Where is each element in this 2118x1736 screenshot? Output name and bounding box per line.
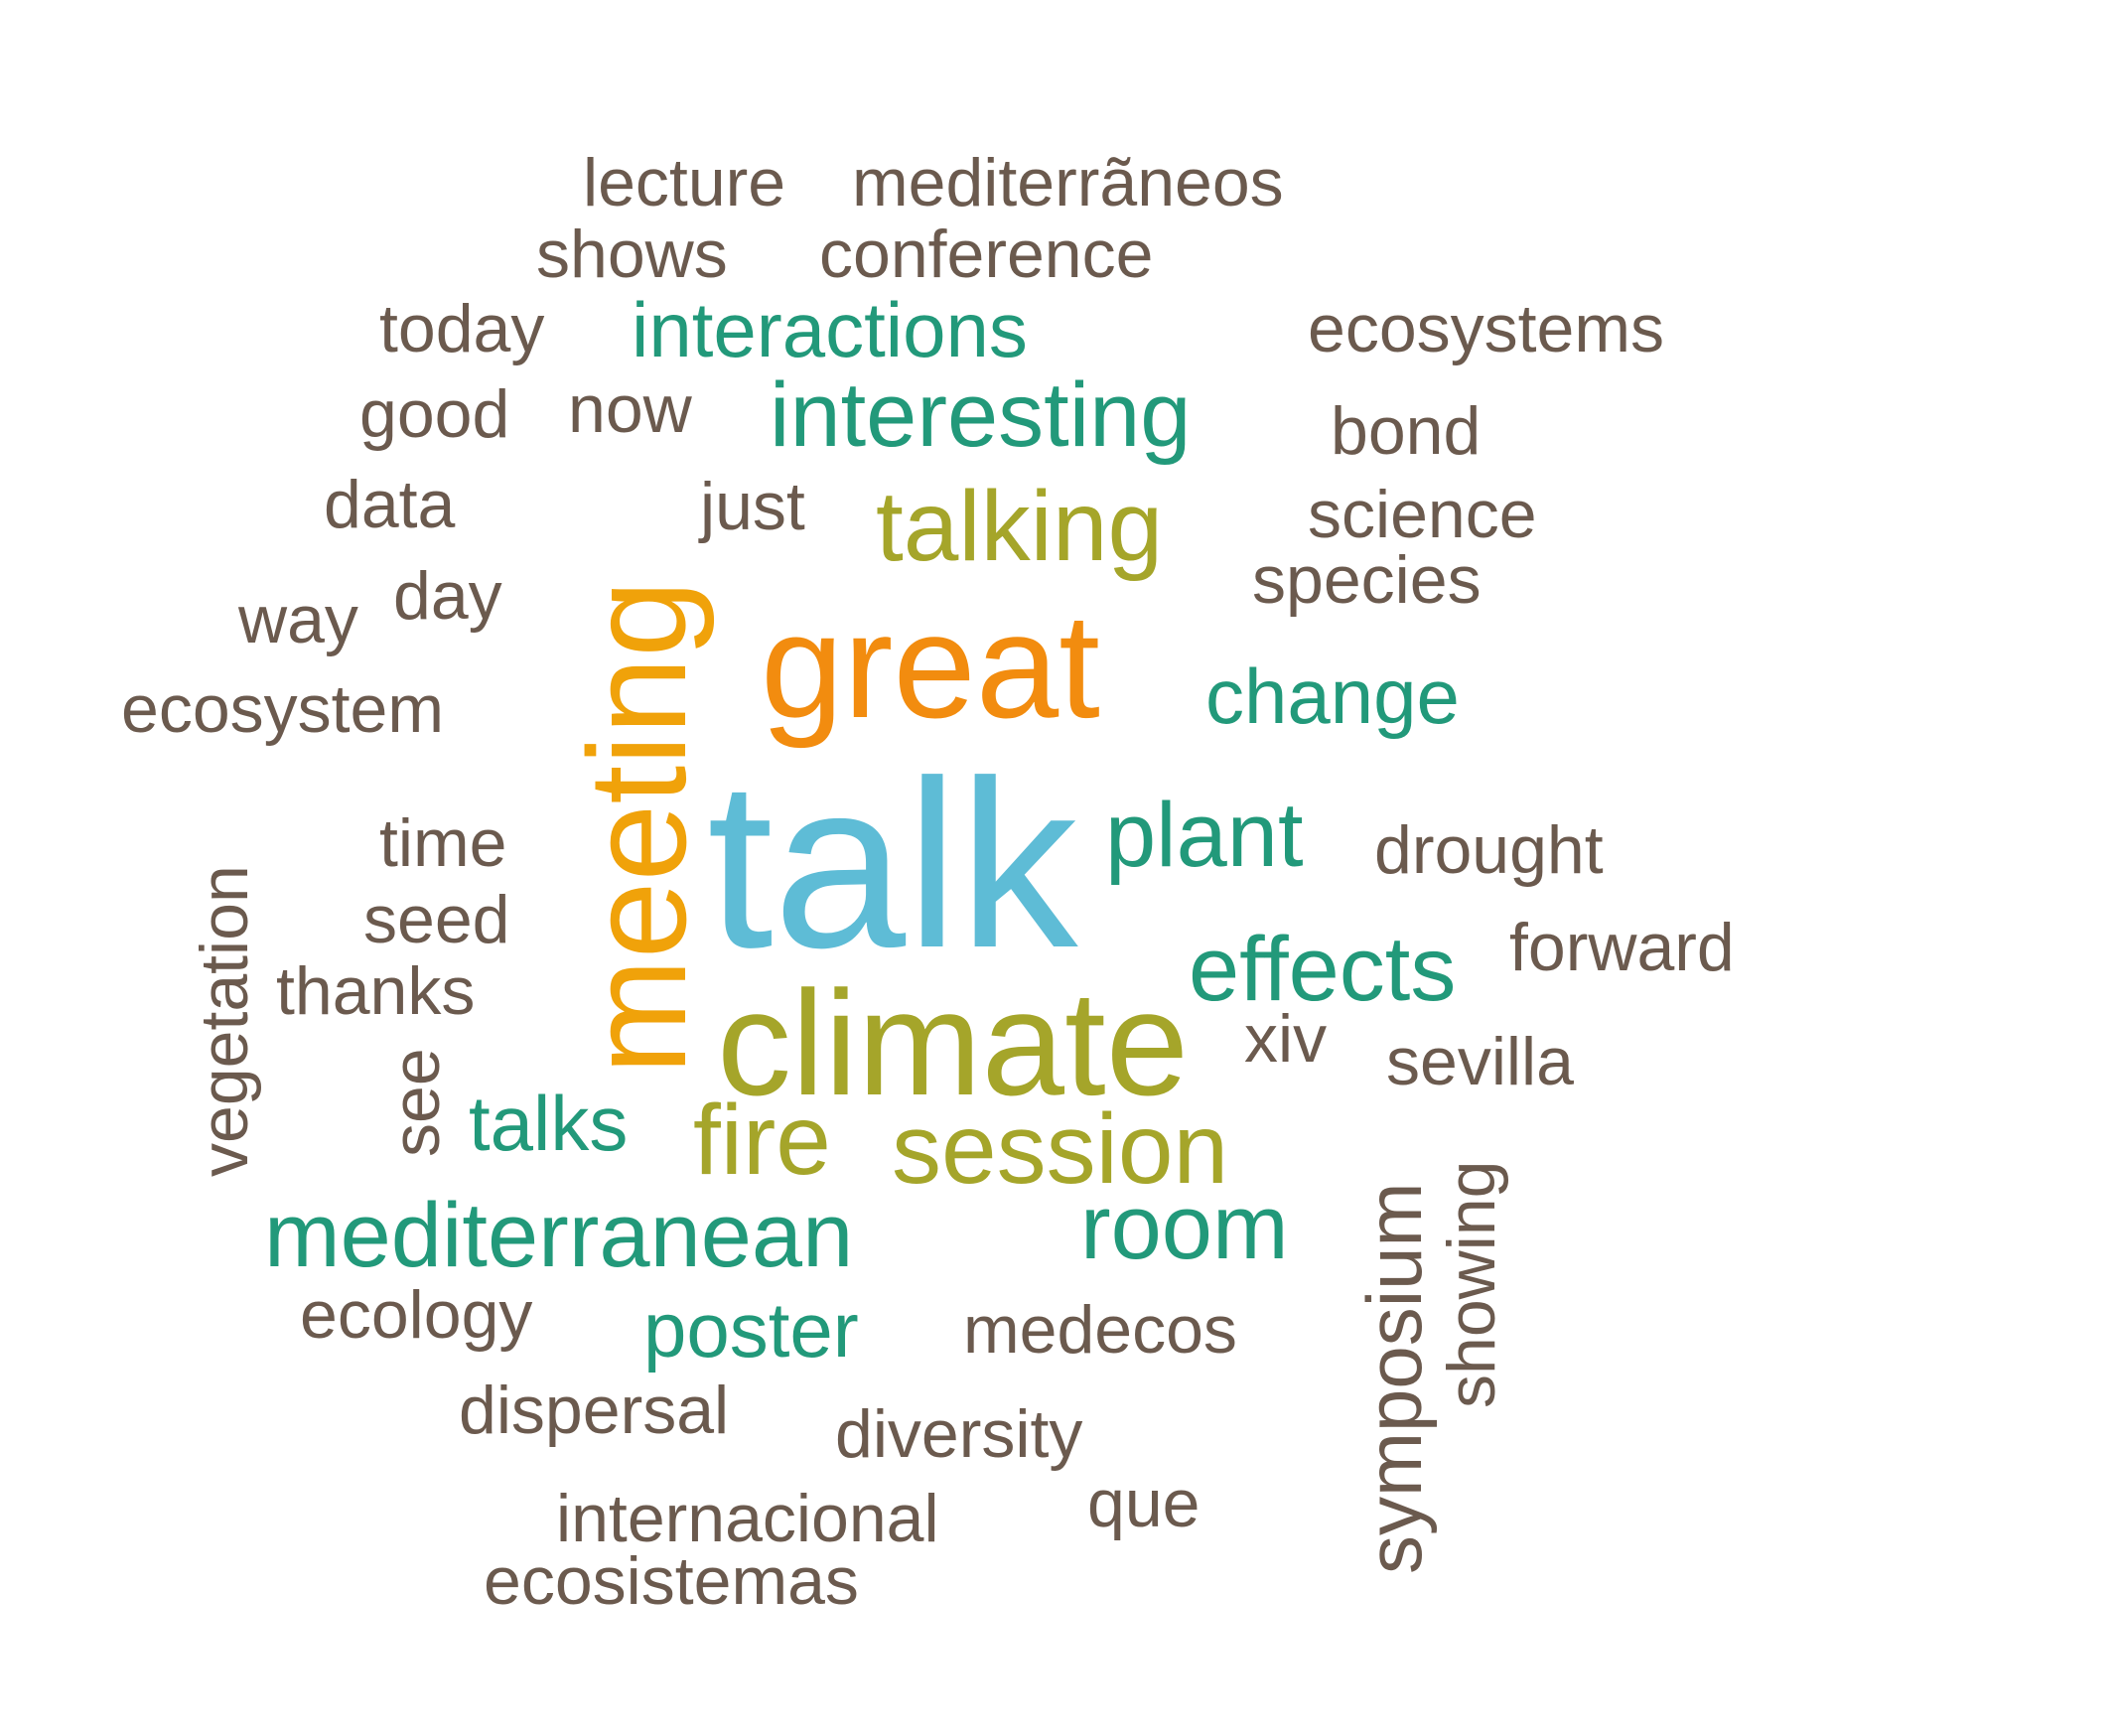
word-ecosystems: ecosystems [1308,291,1664,366]
word-ecosystem: ecosystem [121,671,444,747]
word-see: see [378,1048,454,1157]
word-just: just [700,469,805,544]
word-drought: drought [1374,812,1604,888]
word-diversity: diversity [835,1396,1083,1472]
word-internacional: internacional [556,1481,939,1556]
word-talking: talking [876,471,1164,582]
word-symposium: symposium [1350,1182,1438,1574]
word-science: science [1308,477,1537,552]
word-bond: bond [1331,393,1482,469]
word-xiv: xiv [1244,1001,1328,1077]
word-way: way [238,582,358,657]
word-session: session [892,1093,1229,1205]
word-room: room [1080,1177,1289,1278]
word-ecosistemas: ecosistemas [484,1543,859,1619]
word-dispersal: dispersal [459,1373,730,1448]
word-climate: climate [717,959,1190,1126]
word-mediterranean: mediterranean [264,1185,854,1286]
word-today: today [379,291,545,366]
word-forward: forward [1509,910,1735,985]
word-vegetation: vegetation [187,865,262,1177]
word-good: good [359,376,510,452]
word-data: data [324,467,456,542]
word-conference: conference [819,217,1154,292]
word-mediterraneos: mediterrãneos [852,145,1284,220]
word-time: time [379,805,507,881]
word-talks: talks [469,1080,629,1167]
word-day: day [393,558,502,634]
word-que: que [1087,1466,1200,1541]
word-talk: talk [707,731,1078,997]
word-interactions: interactions [632,286,1028,373]
word-shows: shows [536,217,728,292]
word-ecology: ecology [300,1277,533,1353]
word-species: species [1252,542,1482,618]
word-sevilla: sevilla [1386,1024,1574,1099]
word-interesting: interesting [770,364,1192,466]
word-great: great [761,582,1100,749]
word-meeting: meeting [559,579,715,1075]
word-now: now [568,371,692,447]
word-effects: effects [1189,919,1457,1020]
word-lecture: lecture [583,145,786,220]
word-poster: poster [643,1286,859,1374]
word-medecos: medecos [963,1292,1237,1368]
word-thanks: thanks [276,953,476,1029]
word-seed: seed [363,882,510,957]
word-plant: plant [1105,785,1304,886]
word-showing: showing [1434,1160,1509,1409]
word-fire: fire [693,1085,831,1196]
word-change: change [1205,652,1460,740]
